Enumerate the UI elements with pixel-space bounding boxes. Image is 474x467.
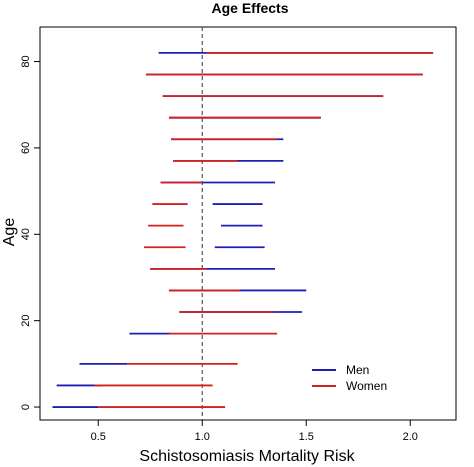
legend-label-women: Women bbox=[346, 379, 387, 393]
y-tick-label: 0 bbox=[20, 404, 32, 410]
y-tick-label: 60 bbox=[20, 142, 32, 154]
x-tick-label: 1.0 bbox=[195, 431, 210, 443]
x-tick-label: 1.5 bbox=[299, 431, 314, 443]
y-tick-label: 20 bbox=[20, 315, 32, 327]
legend: Men Women bbox=[312, 363, 387, 393]
chart-title: Age Effects bbox=[211, 0, 288, 16]
x-axis-label: Schistosomiasis Mortality Risk bbox=[139, 448, 355, 465]
y-axis-label: Age bbox=[1, 218, 18, 247]
plot-frame bbox=[39, 26, 457, 421]
legend-label-men: Men bbox=[346, 363, 369, 377]
y-axis: 0 20 40 60 80 bbox=[20, 55, 40, 410]
y-tick-label: 80 bbox=[20, 55, 32, 67]
x-axis: 0.5 1.0 1.5 2.0 bbox=[91, 420, 418, 443]
x-tick-label: 0.5 bbox=[91, 431, 106, 443]
y-tick-label: 40 bbox=[20, 228, 32, 240]
interval-marks bbox=[52, 52, 434, 408]
x-tick-label: 2.0 bbox=[403, 431, 418, 443]
